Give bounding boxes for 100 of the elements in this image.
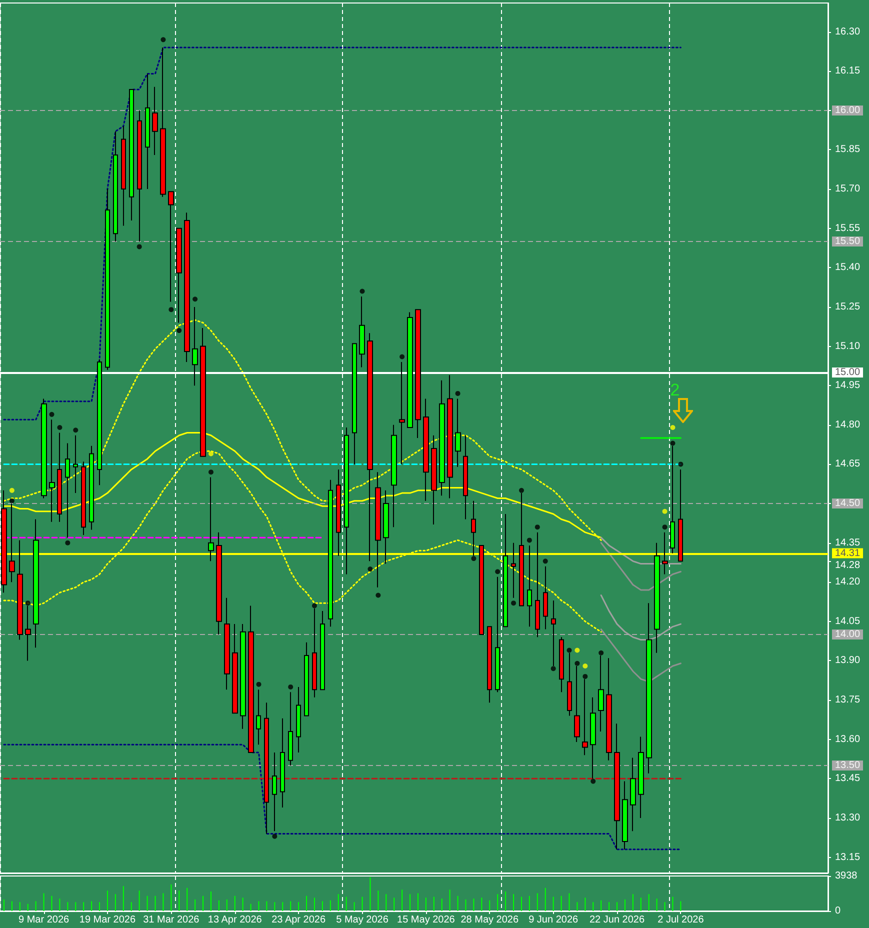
candlestick — [49, 419, 55, 522]
point — [208, 451, 214, 456]
candlestick — [17, 540, 23, 640]
candlestick — [511, 542, 516, 598]
candlestick — [192, 306, 198, 386]
candlestick — [65, 442, 70, 538]
line-series — [3, 319, 602, 541]
candlestick — [280, 718, 285, 808]
candlestick — [248, 605, 254, 753]
point — [455, 390, 460, 396]
candlestick — [288, 692, 293, 766]
x-tick-label: 15 May 2026 — [397, 914, 456, 926]
y-tick-label: 3938 — [835, 870, 858, 882]
point — [49, 412, 54, 417]
candlestick — [176, 228, 182, 324]
point — [288, 684, 294, 690]
candlestick — [224, 597, 230, 690]
point — [136, 244, 142, 250]
candlestick — [168, 191, 174, 302]
candlestick — [33, 518, 39, 648]
candlestick — [646, 602, 652, 774]
candlestick — [264, 702, 269, 834]
x-tick-label: 5 May 2026 — [336, 914, 389, 926]
x-tick-label: 9 Jun 2026 — [528, 914, 579, 926]
point — [73, 428, 78, 433]
candlestick — [200, 327, 206, 457]
point — [566, 648, 572, 653]
candlestick — [407, 312, 413, 428]
candlestick — [463, 434, 468, 520]
x-tick-label: 13 Apr 2026 — [208, 914, 262, 926]
point — [471, 556, 476, 562]
candlestick — [375, 472, 381, 588]
candlestick — [320, 610, 325, 690]
point — [495, 569, 500, 574]
point — [598, 650, 604, 656]
point — [168, 307, 174, 312]
x-tick-label: 19 Mar 2026 — [79, 914, 136, 926]
candlestick — [367, 332, 373, 562]
point — [574, 648, 580, 653]
candlestick — [352, 343, 357, 465]
candlestick — [208, 476, 214, 562]
candlestick — [89, 445, 94, 530]
candlestick — [439, 380, 445, 496]
point — [360, 288, 365, 294]
candlestick — [495, 576, 500, 693]
candlestick — [344, 427, 349, 575]
point — [518, 488, 524, 493]
candlestick — [296, 686, 301, 753]
point — [511, 600, 516, 606]
candlestick — [113, 130, 118, 242]
point — [192, 296, 198, 302]
point — [65, 540, 70, 546]
candlestick — [129, 88, 134, 221]
candlestick — [543, 566, 548, 630]
point — [25, 600, 30, 606]
candlestick — [455, 398, 461, 468]
point — [662, 524, 668, 530]
candlestick — [1, 490, 7, 594]
candlestick — [336, 468, 341, 556]
line-series — [3, 744, 682, 850]
candlestick — [184, 212, 190, 363]
candlestick — [431, 434, 437, 525]
candlestick — [232, 624, 238, 714]
candlestick — [383, 490, 389, 564]
line-series — [600, 628, 682, 682]
point — [582, 663, 588, 668]
candlestick — [272, 752, 277, 832]
candlestick — [622, 780, 628, 850]
candlestick — [527, 544, 532, 628]
candlestick — [606, 658, 612, 761]
candlestick — [160, 47, 166, 198]
candlestick — [73, 434, 78, 494]
point — [57, 425, 62, 430]
x-tick-label: 28 May 2026 — [460, 914, 519, 926]
point — [176, 328, 182, 334]
candlestick — [121, 126, 126, 226]
candlestick — [152, 86, 158, 156]
point — [400, 354, 405, 360]
candlestick — [535, 532, 540, 638]
point — [256, 682, 262, 687]
point — [550, 666, 556, 672]
x-tick-label: 9 Mar 2026 — [18, 914, 70, 926]
candlestick — [105, 188, 110, 370]
point — [582, 674, 588, 679]
candlestick — [614, 723, 620, 850]
candlestick — [447, 374, 453, 499]
candlestick — [630, 757, 636, 832]
candlestick — [654, 542, 660, 654]
point — [534, 524, 540, 530]
candlestick — [487, 626, 492, 704]
candlestick — [559, 636, 564, 693]
candlestick — [399, 362, 405, 465]
candlestick — [41, 398, 47, 499]
candlestick — [391, 424, 397, 528]
point — [9, 488, 14, 493]
candlestick — [81, 461, 86, 536]
x-tick-label: 31 Mar 2026 — [143, 914, 200, 926]
point — [526, 538, 532, 543]
candlestick — [137, 110, 142, 242]
point — [208, 470, 214, 475]
